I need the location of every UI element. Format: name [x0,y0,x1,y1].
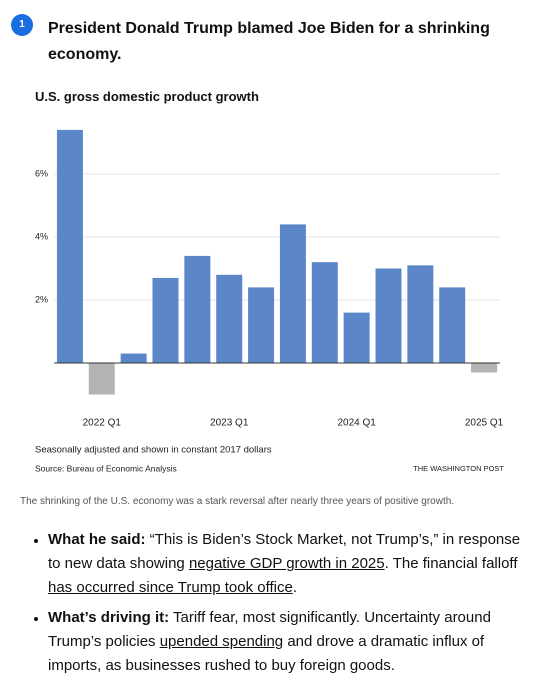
bar [375,268,402,363]
bar [120,353,147,363]
bar [279,224,306,363]
link[interactable]: negative GDP growth in 2025 [188,555,385,572]
chart-credit: THE WASHINGTON POST [413,464,504,473]
y-tick-label: 2% [35,294,48,304]
bullet-text: . The financial falloff [384,555,518,572]
bullet-label: What’s driving it: [48,609,170,626]
x-tick-label: 2022 Q1 [83,418,122,429]
headline: President Donald Trump blamed Joe Biden … [48,20,490,63]
bar [56,129,83,363]
bullet-text: “This is Biden’s Stock Market, not Trump… [48,531,521,572]
x-tick-label: 2025 Q1 [465,418,504,429]
bullet: What’s driving it: Tariff fear, most sig… [30,606,530,678]
y-tick-label: 6% [35,168,48,178]
chart-source: Source: Bureau of Economic Analysis [35,463,177,473]
bar [439,287,466,363]
bar [343,312,370,363]
y-tick-label: 4% [35,231,48,241]
chart: 2% 4% 6% 2022 Q1 2023 Q1 2024 Q1 2025 Q1 Season… [35,129,504,473]
bar [407,265,434,363]
x-tick-label: 2024 Q1 [337,418,376,429]
bar [88,363,115,395]
chart-note: Seasonally adjusted and shown in constan… [35,445,272,456]
bullet-text: Tariff fear, most significantly. Uncerta… [48,609,491,650]
x-tick-label: 2023 Q1 [210,418,249,429]
caption: The shrinking of the U.S. economy was a … [20,496,455,507]
bullet-label: What he said: [48,531,146,548]
bullet-list: What he said: “This is Biden’s Stock Mar… [30,528,530,684]
bullet-text: . [292,579,298,596]
link[interactable]: has occurred since Trump took office [48,579,293,596]
bullet-text: and drove a dramatic influx of imports, … [48,633,485,674]
bar [471,363,498,373]
badge: 1 [11,14,33,36]
chart-title: U.S. gross domestic product growth [35,89,259,104]
bar [216,274,243,363]
bar [311,262,338,363]
bullet: What he said: “This is Biden’s Stock Mar… [30,528,530,600]
bar [184,255,211,363]
bar [248,287,275,363]
link[interactable]: upended spending [159,633,284,650]
bar [152,277,179,363]
